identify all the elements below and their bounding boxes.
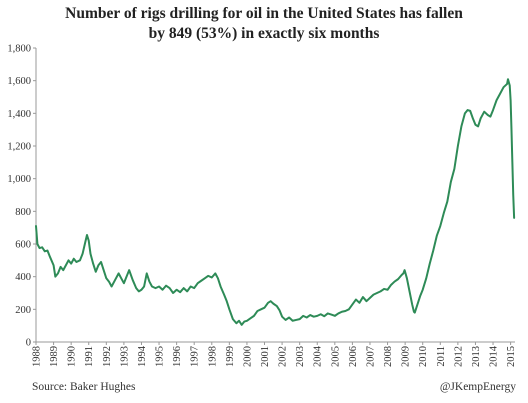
y-tick-label: 1,800: [7, 44, 31, 55]
x-tick-label: 2015: [506, 346, 517, 367]
x-tick-label: 2001: [260, 346, 271, 367]
chart-title-line-2: by 849 (53%) in exactly six months: [148, 25, 380, 42]
x-tick-label: 1997: [190, 346, 201, 367]
x-tick-label: 1991: [84, 346, 95, 367]
x-tick-label: 1998: [207, 346, 218, 367]
x-tick-label: 1994: [137, 345, 148, 367]
x-tick-label: 2010: [418, 346, 429, 367]
credit-note: @JKempEnergy: [439, 381, 516, 393]
x-tick-label: 2005: [330, 346, 341, 367]
chart-title-line-1: Number of rigs drilling for oil in the U…: [65, 5, 463, 22]
x-tick-label: 2007: [365, 346, 376, 367]
x-tick-label: 1992: [102, 346, 113, 367]
x-tick-label: 2003: [295, 346, 306, 367]
x-tick-label: 1989: [49, 346, 60, 367]
x-tick-label: 2012: [453, 346, 464, 367]
x-axis: 1988 1989 1990 1991 1992 1993 1994 1995 1996 1997…: [32, 341, 517, 367]
x-tick-label: 2006: [348, 346, 359, 367]
x-tick-label: 2011: [436, 346, 447, 367]
y-axis: 0 200 400 600 800 1,000 1,200 1,400 1,600 1,800: [7, 44, 37, 349]
x-tick-label: 1999: [225, 346, 236, 367]
x-tick-label: 2013: [471, 346, 482, 367]
series-line: [35, 78, 516, 326]
y-tick-label: 200: [15, 305, 31, 316]
x-tick-label: 1990: [67, 346, 78, 367]
source-note: Source: Baker Hughes: [32, 381, 136, 393]
x-tick-label: 1995: [155, 346, 166, 367]
y-tick-label: 1,600: [7, 76, 31, 87]
y-tick-label: 1,000: [7, 174, 31, 185]
x-tick-label: 2009: [401, 346, 412, 367]
x-tick-label: 2000: [242, 346, 253, 367]
y-tick-label: 1,200: [7, 142, 31, 153]
y-tick-label: 0: [26, 338, 31, 349]
x-tick-label: 2014: [489, 345, 500, 367]
x-tick-label: 1988: [32, 346, 43, 367]
chart-title: Number of rigs drilling for oil in the U…: [0, 4, 528, 44]
y-tick-label: 400: [15, 272, 31, 283]
y-tick-label: 600: [15, 240, 31, 251]
x-tick-label: 1996: [172, 346, 183, 367]
x-tick-label: 1993: [119, 346, 130, 367]
x-tick-label: 2008: [383, 346, 394, 367]
x-tick-label: 2002: [278, 346, 289, 367]
y-tick-label: 800: [15, 207, 31, 218]
x-tick-label: 2004: [313, 345, 324, 367]
y-tick-label: 1,400: [7, 109, 31, 120]
